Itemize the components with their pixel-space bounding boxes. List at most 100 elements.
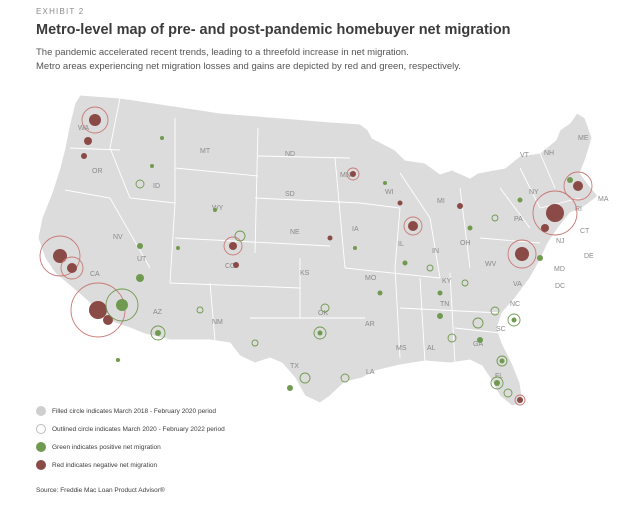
metro-circle: [155, 330, 161, 336]
metro-circle: [503, 388, 513, 398]
page-title: Metro-level map of pre- and post-pandemi…: [36, 22, 511, 38]
svg-text:NH: NH: [544, 150, 554, 157]
metro-circle: [437, 313, 443, 319]
metro-circle: [563, 171, 593, 201]
metro-circle: [397, 200, 403, 206]
metro-circle: [233, 262, 239, 268]
us-migration-map: WA OR CA NV ID MT WY UT AZ CO NM ND SD N…: [37, 94, 609, 407]
metro-circle: [472, 317, 484, 329]
metro-circle: [116, 358, 120, 362]
metro-circle: [196, 306, 204, 314]
svg-text:CT: CT: [580, 228, 590, 235]
svg-text:WI: WI: [385, 189, 394, 196]
metro-circle: [223, 236, 243, 256]
metro-circle: [467, 225, 473, 231]
svg-text:IN: IN: [432, 248, 439, 255]
svg-text:WY: WY: [212, 205, 224, 212]
svg-text:MI: MI: [437, 198, 445, 205]
metro-circle: [541, 224, 549, 232]
svg-text:NE: NE: [290, 229, 300, 236]
metro-circle: [517, 197, 523, 203]
metro-circle: [383, 181, 387, 185]
metro-circle: [514, 394, 526, 406]
metro-circle: [89, 301, 107, 319]
metro-circle: [426, 264, 434, 272]
metro-circle: [137, 243, 143, 249]
svg-text:VA: VA: [513, 281, 522, 288]
metro-circle: [317, 330, 323, 336]
svg-text:OK: OK: [318, 310, 328, 317]
svg-text:DC: DC: [555, 283, 565, 290]
svg-text:CA: CA: [90, 271, 100, 278]
legend-label: Filled circle indicates March 2018 - Feb…: [52, 407, 217, 415]
metro-circle: [350, 171, 356, 177]
metro-circle: [457, 203, 463, 209]
svg-text:NC: NC: [510, 301, 520, 308]
svg-text:NJ: NJ: [556, 238, 565, 245]
svg-text:ND: ND: [285, 151, 295, 158]
legend-item-green: Green indicates positive net migration: [36, 438, 225, 456]
svg-text:AZ: AZ: [153, 309, 163, 316]
metro-circle: [537, 255, 543, 261]
metro-circle: [402, 260, 408, 266]
metro-circle: [567, 177, 573, 183]
svg-text:PA: PA: [514, 216, 523, 223]
svg-text:UT: UT: [137, 256, 147, 263]
legend-item-red: Red indicates negative net migration: [36, 456, 225, 474]
metro-circle: [116, 299, 128, 311]
metro-circle: [461, 279, 469, 287]
legend-item-outline: Outlined circle indicates March 2020 - F…: [36, 420, 225, 438]
subtitle: The pandemic accelerated recent trends, …: [36, 46, 616, 74]
svg-text:KS: KS: [300, 270, 310, 277]
metro-circle: [515, 247, 529, 261]
metro-circle: [251, 339, 259, 347]
metro-circle: [477, 337, 483, 343]
metro-circle: [511, 317, 517, 323]
metro-circle: [39, 235, 81, 277]
svg-text:NY: NY: [529, 189, 539, 196]
svg-text:SC: SC: [496, 326, 506, 333]
svg-text:MS: MS: [396, 345, 407, 352]
svg-text:WV: WV: [485, 261, 497, 268]
svg-text:MT: MT: [200, 148, 211, 155]
filled-circle-icon: [36, 406, 46, 416]
green-circle-icon: [36, 442, 46, 452]
svg-text:LA: LA: [366, 369, 375, 376]
metro-circle: [447, 333, 457, 343]
metro-circle: [517, 397, 523, 403]
svg-text:CO: CO: [225, 263, 236, 270]
svg-text:IA: IA: [352, 226, 359, 233]
metro-circle: [496, 355, 508, 367]
metro-circle: [437, 290, 443, 296]
svg-text:GA: GA: [473, 341, 483, 348]
metro-circle: [135, 179, 145, 189]
legend: Filled circle indicates March 2018 - Feb…: [36, 402, 225, 474]
outlined-circle-icon: [36, 424, 46, 434]
svg-text:MN: MN: [340, 172, 351, 179]
svg-text:MO: MO: [365, 275, 377, 282]
metro-circle: [89, 114, 101, 126]
legend-label: Green indicates positive net migration: [52, 443, 161, 451]
red-circle-icon: [36, 460, 46, 470]
source-note: Source: Freddie Mac Loan Product Advisor…: [36, 487, 165, 494]
svg-text:MD: MD: [554, 266, 565, 273]
svg-text:MA: MA: [598, 196, 609, 203]
svg-text:SD: SD: [285, 191, 295, 198]
metro-circle: [532, 190, 578, 236]
metro-circle: [490, 376, 504, 390]
metro-circle: [340, 373, 350, 383]
metro-circle: [546, 204, 564, 222]
svg-text:FL: FL: [495, 373, 503, 380]
svg-text:AL: AL: [427, 345, 436, 352]
metro-circle: [160, 136, 164, 140]
metro-circle: [150, 325, 166, 341]
svg-text:NM: NM: [212, 319, 223, 326]
metro-circle: [327, 235, 333, 241]
metro-circle: [313, 326, 327, 340]
svg-text:ID: ID: [153, 183, 160, 190]
metro-circle: [105, 288, 139, 322]
svg-text:OH: OH: [460, 240, 471, 247]
metro-circle: [234, 230, 246, 242]
metro-circles: [39, 106, 593, 406]
legend-label: Outlined circle indicates March 2020 - F…: [52, 425, 225, 433]
